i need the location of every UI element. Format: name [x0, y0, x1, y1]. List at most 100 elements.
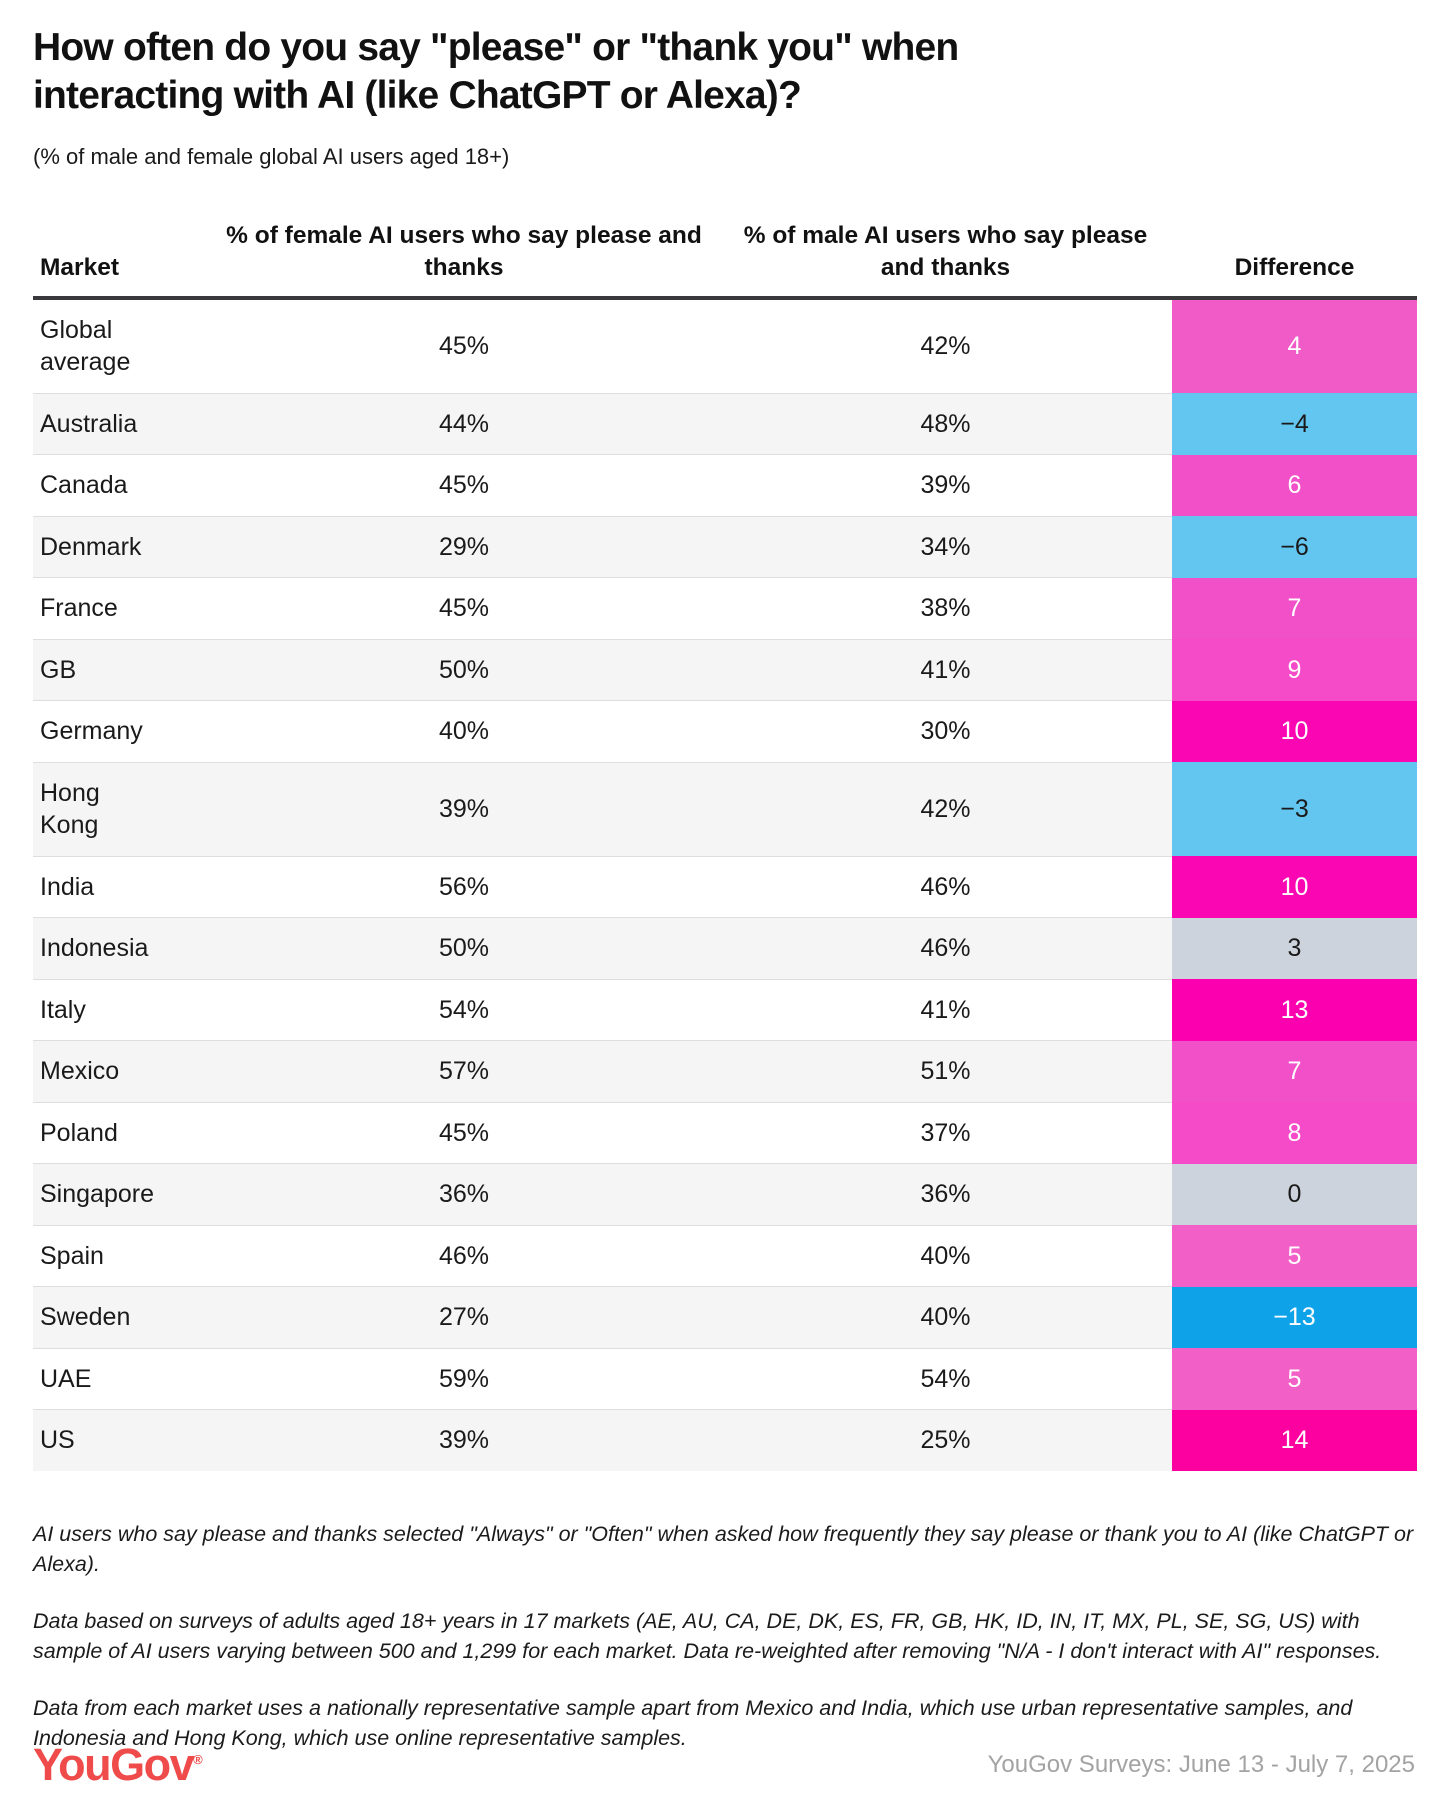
male-value-cell: 54% — [719, 1347, 1172, 1410]
table-row: Germany 40% 30% 10 — [33, 700, 1417, 763]
market-cell: France — [33, 577, 209, 640]
market-cell: Hong Kong — [33, 761, 209, 857]
market-cell: Germany — [33, 700, 209, 763]
female-value-cell: 36% — [209, 1163, 719, 1226]
registered-mark: ® — [193, 1752, 203, 1767]
female-value-cell: 45% — [438, 331, 490, 360]
table-row: Hong Kong 39% 42% −3 — [33, 761, 1417, 857]
market-cell: US — [33, 1409, 209, 1471]
table-body: Global average 45% 42% 4 Australia 44% 48% −4 Ca… — [33, 297, 1417, 1471]
market-cell: Denmark — [33, 515, 209, 578]
footnote-definition: AI users who say please and thanks selec… — [33, 1521, 1414, 1576]
male-value-cell: 42% — [920, 331, 971, 360]
male-value-cell: 46% — [719, 855, 1172, 918]
female-value-cell: 39% — [209, 761, 719, 857]
female-value-cell: 57% — [209, 1040, 719, 1103]
market-cell: Spain — [33, 1224, 209, 1287]
market-cell: Poland — [33, 1101, 209, 1164]
female-value-cell: 44% — [209, 392, 719, 455]
market-cell: Global average — [40, 315, 131, 377]
difference-cell: 5 — [1172, 1225, 1417, 1287]
difference-cell: 4 — [1172, 297, 1417, 394]
table-row: Global average 45% 42% 4 — [33, 297, 1417, 394]
female-value-cell: 27% — [209, 1286, 719, 1349]
difference-cell: 5 — [1172, 1348, 1417, 1410]
table-row: US 39% 25% 14 — [33, 1409, 1417, 1471]
male-value-cell: 34% — [719, 515, 1172, 578]
male-value-cell: 42% — [719, 761, 1172, 857]
table-row: Australia 44% 48% −4 — [33, 392, 1417, 455]
male-value-cell: 37% — [719, 1101, 1172, 1164]
female-value-cell: 39% — [209, 1409, 719, 1471]
market-cell: Canada — [33, 454, 209, 517]
source-caption: YouGov Surveys: June 13 - July 7, 2025 — [987, 1751, 1415, 1778]
difference-cell: 7 — [1172, 577, 1417, 640]
difference-cell: −6 — [1172, 516, 1417, 578]
page-subtitle: (% of male and female global AI users ag… — [33, 144, 510, 170]
difference-cell: 0 — [1172, 1163, 1417, 1226]
female-value-cell: 40% — [209, 700, 719, 763]
difference-cell: 10 — [1172, 700, 1417, 763]
male-value-cell: 38% — [719, 577, 1172, 640]
market-cell: Australia — [33, 392, 209, 455]
table-header: Market % of female AI users who say plea… — [33, 220, 1417, 300]
column-header-market: Market — [33, 220, 209, 300]
difference-cell: −4 — [1172, 393, 1417, 455]
table-row: UAE 59% 54% 5 — [33, 1347, 1417, 1410]
male-value-cell: 51% — [719, 1040, 1172, 1103]
difference-cell: 3 — [1172, 917, 1417, 980]
market-cell: Indonesia — [33, 917, 209, 980]
female-value-cell: 45% — [209, 1101, 719, 1164]
difference-cell: −3 — [1172, 762, 1417, 857]
footer: YouGov® YouGov Surveys: June 13 - July 7… — [33, 1742, 1415, 1787]
male-value-cell: 25% — [719, 1409, 1172, 1471]
market-cell: UAE — [33, 1347, 209, 1410]
difference-cell: 14 — [1172, 1409, 1417, 1471]
table-row: Sweden 27% 40% −13 — [33, 1286, 1417, 1349]
female-value-cell: 46% — [209, 1224, 719, 1287]
female-value-cell: 45% — [209, 577, 719, 640]
yougov-logo: YouGov® — [33, 1739, 203, 1790]
female-value-cell: 50% — [209, 917, 719, 980]
female-value-cell: 45% — [209, 454, 719, 517]
table-row: Spain 46% 40% 5 — [33, 1224, 1417, 1287]
table-row: Mexico 57% 51% 7 — [33, 1040, 1417, 1103]
male-value-cell: 36% — [719, 1163, 1172, 1226]
difference-cell: 6 — [1172, 454, 1417, 517]
table-row: Singapore 36% 36% 0 — [33, 1163, 1417, 1226]
difference-cell: −13 — [1172, 1286, 1417, 1349]
female-value-cell: 29% — [209, 515, 719, 578]
table-row: Canada 45% 39% 6 — [33, 454, 1417, 517]
difference-cell: 8 — [1172, 1102, 1417, 1164]
market-cell: Italy — [33, 978, 209, 1041]
table-row: Poland 45% 37% 8 — [33, 1101, 1417, 1164]
market-cell: GB — [33, 638, 209, 701]
male-value-cell: 41% — [719, 978, 1172, 1041]
column-header-difference: Difference — [1172, 220, 1417, 300]
market-cell: Sweden — [33, 1286, 209, 1349]
table-row: GB 50% 41% 9 — [33, 638, 1417, 701]
footnote-methodology: Data based on surveys of adults aged 18+… — [33, 1609, 1382, 1664]
male-value-cell: 48% — [719, 392, 1172, 455]
female-value-cell: 54% — [209, 978, 719, 1041]
table-row: Italy 54% 41% 13 — [33, 978, 1417, 1041]
page-title: How often do you say "please" or "thank … — [33, 26, 959, 117]
male-value-cell: 40% — [719, 1286, 1172, 1349]
female-value-cell: 50% — [209, 638, 719, 701]
difference-cell: 10 — [1172, 856, 1417, 918]
market-cell: Mexico — [33, 1040, 209, 1103]
table-row: France 45% 38% 7 — [33, 577, 1417, 640]
male-value-cell: 39% — [719, 454, 1172, 517]
difference-cell: 9 — [1172, 639, 1417, 701]
female-value-cell: 59% — [209, 1347, 719, 1410]
female-value-cell: 56% — [209, 855, 719, 918]
male-value-cell: 46% — [719, 917, 1172, 980]
table-row: Indonesia 50% 46% 3 — [33, 917, 1417, 980]
difference-cell: 13 — [1172, 979, 1417, 1041]
column-header-female: % of female AI users who say please and … — [209, 220, 719, 300]
male-value-cell: 41% — [719, 638, 1172, 701]
footnotes: AI users who say please and thanks selec… — [33, 1519, 1417, 1754]
footnote-samples: Data from each market uses a nationally … — [33, 1696, 1353, 1751]
market-cell: India — [33, 855, 209, 918]
